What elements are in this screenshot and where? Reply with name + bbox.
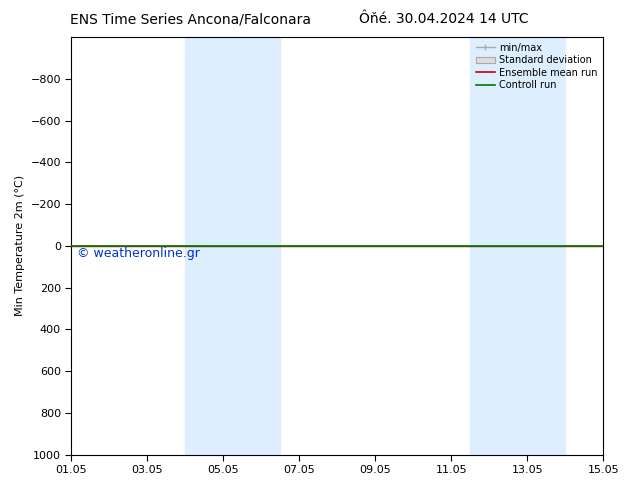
Bar [470, 37, 565, 455]
Text: ENS Time Series Ancona/Falconara: ENS Time Series Ancona/Falconara [70, 12, 311, 26]
Text: © weatheronline.gr: © weatheronline.gr [77, 247, 200, 260]
Text: Ôňé. 30.04.2024 14 UTC: Ôňé. 30.04.2024 14 UTC [359, 12, 529, 26]
Bar [185, 37, 280, 455]
Y-axis label: Min Temperature 2m (°C): Min Temperature 2m (°C) [15, 175, 25, 317]
Legend: min/max, Standard deviation, Ensemble mean run, Controll run: min/max, Standard deviation, Ensemble me… [472, 40, 600, 93]
